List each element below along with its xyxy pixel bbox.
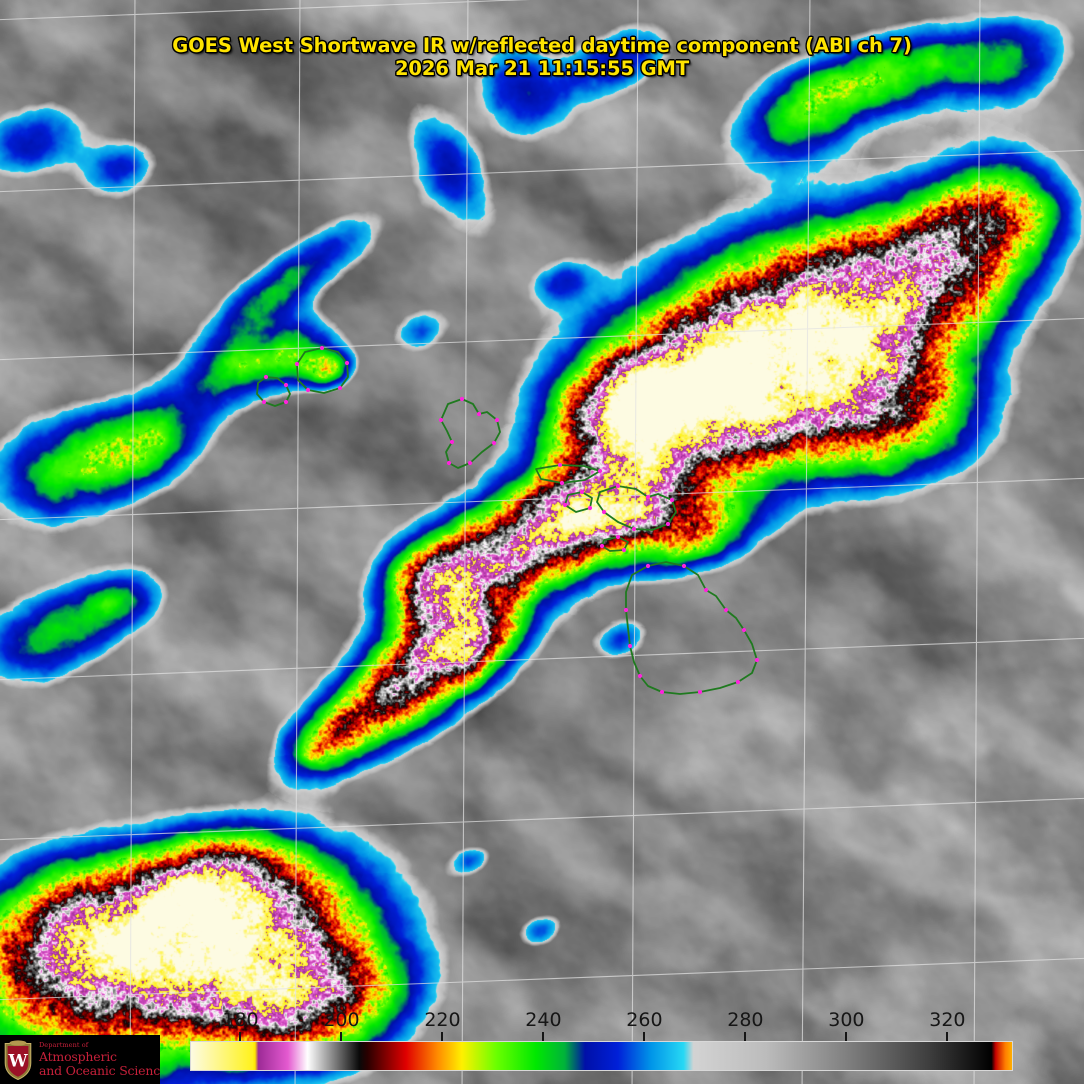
colorbar bbox=[190, 1041, 1013, 1071]
logo-name-line-2: and Oceanic Sciences bbox=[39, 1062, 160, 1078]
logo-text-block: Department of Atmospheric and Oceanic Sc… bbox=[39, 1042, 160, 1077]
uw-crest-icon: W bbox=[4, 1039, 32, 1080]
logo-dept-line: Department of bbox=[39, 1041, 89, 1049]
colorbar-gradient bbox=[190, 1041, 1013, 1071]
logo-name-line-1: Atmospheric bbox=[39, 1049, 117, 1064]
uw-aos-logo: W Department of Atmospheric and Oceanic … bbox=[0, 1035, 160, 1084]
svg-text:W: W bbox=[7, 1051, 28, 1071]
